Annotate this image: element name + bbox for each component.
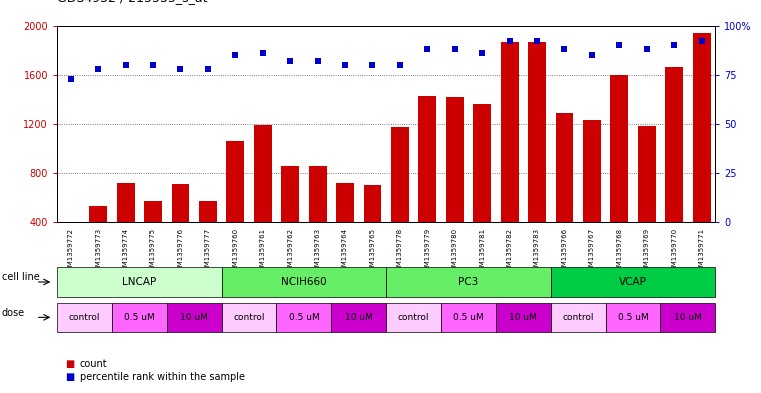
Text: control: control [234, 313, 265, 322]
Text: PC3: PC3 [458, 277, 479, 287]
Text: control: control [398, 313, 429, 322]
Bar [89, 206, 107, 271]
Point [422, 46, 434, 52]
Point [339, 62, 351, 68]
Bar [638, 126, 656, 271]
Point [449, 46, 461, 52]
Point [613, 42, 626, 48]
Point [92, 66, 104, 72]
Bar [473, 104, 491, 271]
Text: count: count [80, 358, 107, 369]
Point [229, 52, 241, 58]
Bar [282, 165, 299, 271]
Bar [144, 201, 162, 271]
Point [119, 62, 132, 68]
Point [559, 46, 571, 52]
Text: 0.5 uM: 0.5 uM [124, 313, 154, 322]
Text: 10 uM: 10 uM [509, 313, 537, 322]
Bar [419, 95, 436, 271]
Bar [254, 125, 272, 271]
Text: percentile rank within the sample: percentile rank within the sample [80, 372, 245, 382]
Text: 0.5 uM: 0.5 uM [618, 313, 648, 322]
Point [504, 38, 516, 44]
Bar [227, 141, 244, 271]
Bar [556, 113, 573, 271]
Point [641, 46, 653, 52]
Bar [693, 33, 711, 271]
Text: VCAP: VCAP [619, 277, 647, 287]
Bar [171, 184, 189, 271]
Bar [62, 222, 80, 271]
Bar [199, 201, 217, 271]
Point [311, 58, 323, 64]
Text: 10 uM: 10 uM [674, 313, 702, 322]
Text: ■: ■ [65, 358, 74, 369]
Bar [364, 185, 381, 271]
Bar [116, 183, 135, 271]
Point [586, 52, 598, 58]
Point [147, 62, 159, 68]
Text: 0.5 uM: 0.5 uM [453, 313, 484, 322]
Bar [665, 67, 683, 271]
Text: LNCAP: LNCAP [123, 277, 157, 287]
Text: 10 uM: 10 uM [180, 313, 209, 322]
Text: 10 uM: 10 uM [345, 313, 373, 322]
Text: 0.5 uM: 0.5 uM [288, 313, 320, 322]
Bar [336, 183, 354, 271]
Text: dose: dose [2, 308, 24, 318]
Bar [309, 165, 326, 271]
Point [174, 66, 186, 72]
Bar [610, 75, 629, 271]
Text: control: control [68, 313, 100, 322]
Bar [391, 127, 409, 271]
Point [256, 50, 269, 56]
Text: ■: ■ [65, 372, 74, 382]
Text: NCIH660: NCIH660 [281, 277, 326, 287]
Point [65, 75, 77, 82]
Point [202, 66, 214, 72]
Point [531, 38, 543, 44]
Point [476, 50, 489, 56]
Bar [528, 42, 546, 271]
Bar [583, 120, 601, 271]
Point [284, 58, 296, 64]
Text: cell line: cell line [2, 272, 40, 282]
Point [366, 62, 378, 68]
Text: control: control [562, 313, 594, 322]
Point [696, 38, 708, 44]
Point [394, 62, 406, 68]
Bar [501, 42, 518, 271]
Text: GDS4952 / 215535_s_at: GDS4952 / 215535_s_at [57, 0, 208, 4]
Bar [446, 97, 463, 271]
Point [668, 42, 680, 48]
